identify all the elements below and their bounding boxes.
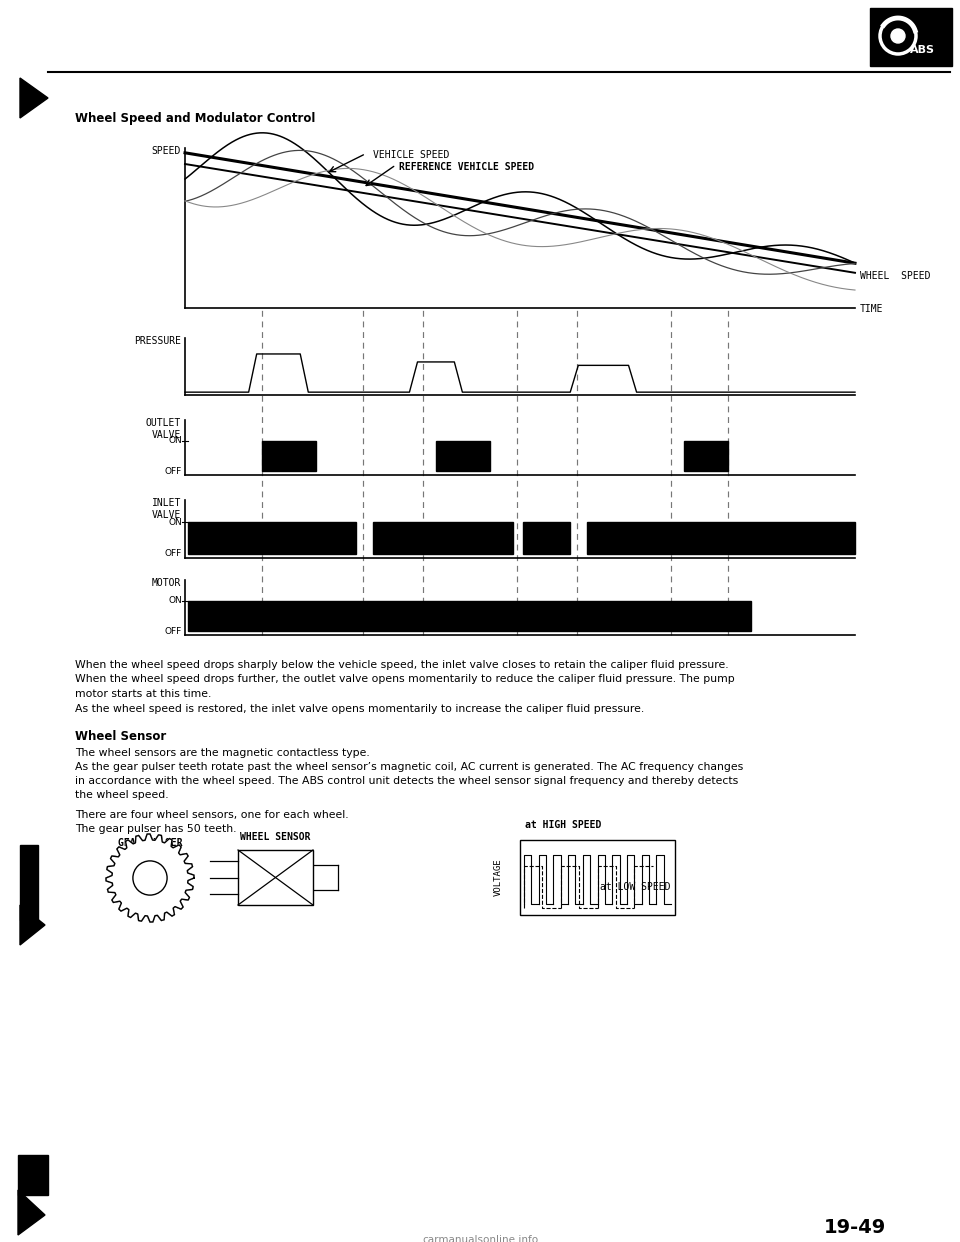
Text: When the wheel speed drops further, the outlet valve opens momentarily to reduce: When the wheel speed drops further, the … xyxy=(75,674,734,684)
Text: OFF: OFF xyxy=(165,626,182,636)
Polygon shape xyxy=(20,845,38,920)
Bar xyxy=(587,522,855,554)
Bar xyxy=(262,441,316,471)
Bar xyxy=(372,522,514,554)
Text: OFF: OFF xyxy=(165,467,182,476)
Polygon shape xyxy=(20,78,48,118)
Text: WHEEL  SPEED: WHEEL SPEED xyxy=(860,271,930,281)
Text: at HIGH SPEED: at HIGH SPEED xyxy=(525,820,601,830)
Polygon shape xyxy=(18,1155,48,1195)
Polygon shape xyxy=(20,905,45,945)
Text: the wheel speed.: the wheel speed. xyxy=(75,790,169,800)
Text: SPEED: SPEED xyxy=(152,147,181,156)
Text: in accordance with the wheel speed. The ABS control unit detects the wheel senso: in accordance with the wheel speed. The … xyxy=(75,776,738,786)
Bar xyxy=(238,850,313,905)
Text: Wheel Sensor: Wheel Sensor xyxy=(75,730,166,743)
Text: motor starts at this time.: motor starts at this time. xyxy=(75,689,211,699)
Text: at LOW SPEED: at LOW SPEED xyxy=(600,882,670,892)
Text: OUTLET
VALVE: OUTLET VALVE xyxy=(146,419,181,441)
Text: As the gear pulser teeth rotate past the wheel sensor’s magnetic coil, AC curren: As the gear pulser teeth rotate past the… xyxy=(75,763,743,773)
Bar xyxy=(870,7,952,66)
Text: PRESSURE: PRESSURE xyxy=(134,337,181,347)
Text: ON: ON xyxy=(168,518,182,527)
Polygon shape xyxy=(106,833,194,922)
Bar xyxy=(684,441,728,471)
Text: There are four wheel sensors, one for each wheel.: There are four wheel sensors, one for ea… xyxy=(75,810,348,820)
Bar xyxy=(520,840,675,915)
Bar xyxy=(436,441,490,471)
Text: TIME: TIME xyxy=(860,304,883,314)
Text: ON: ON xyxy=(168,436,182,446)
Text: The wheel sensors are the magnetic contactless type.: The wheel sensors are the magnetic conta… xyxy=(75,748,370,758)
Text: ON: ON xyxy=(168,596,182,605)
Polygon shape xyxy=(18,1190,45,1235)
Circle shape xyxy=(891,29,905,43)
Bar xyxy=(523,522,570,554)
Text: The gear pulser has 50 teeth.: The gear pulser has 50 teeth. xyxy=(75,823,236,833)
Text: When the wheel speed drops sharply below the vehicle speed, the inlet valve clos: When the wheel speed drops sharply below… xyxy=(75,660,729,669)
Bar xyxy=(188,601,751,631)
Text: VEHICLE SPEED: VEHICLE SPEED xyxy=(372,149,449,160)
Text: OFF: OFF xyxy=(165,549,182,559)
Text: 19-49: 19-49 xyxy=(824,1218,886,1237)
Text: INLET
VALVE: INLET VALVE xyxy=(152,498,181,520)
Text: Wheel Speed and Modulator Control: Wheel Speed and Modulator Control xyxy=(75,112,316,125)
Text: ABS: ABS xyxy=(909,45,934,55)
Text: carmanualsonline.info: carmanualsonline.info xyxy=(422,1235,538,1242)
Text: WHEEL SENSOR: WHEEL SENSOR xyxy=(240,832,311,842)
Text: VOLTAGE: VOLTAGE xyxy=(493,858,502,897)
Text: As the wheel speed is restored, the inlet valve opens momentarily to increase th: As the wheel speed is restored, the inle… xyxy=(75,703,644,713)
Text: MOTOR: MOTOR xyxy=(152,578,181,587)
Text: REFERENCE VEHICLE SPEED: REFERENCE VEHICLE SPEED xyxy=(399,163,535,173)
Bar xyxy=(188,522,356,554)
Text: GEAR PULSER: GEAR PULSER xyxy=(118,838,182,848)
